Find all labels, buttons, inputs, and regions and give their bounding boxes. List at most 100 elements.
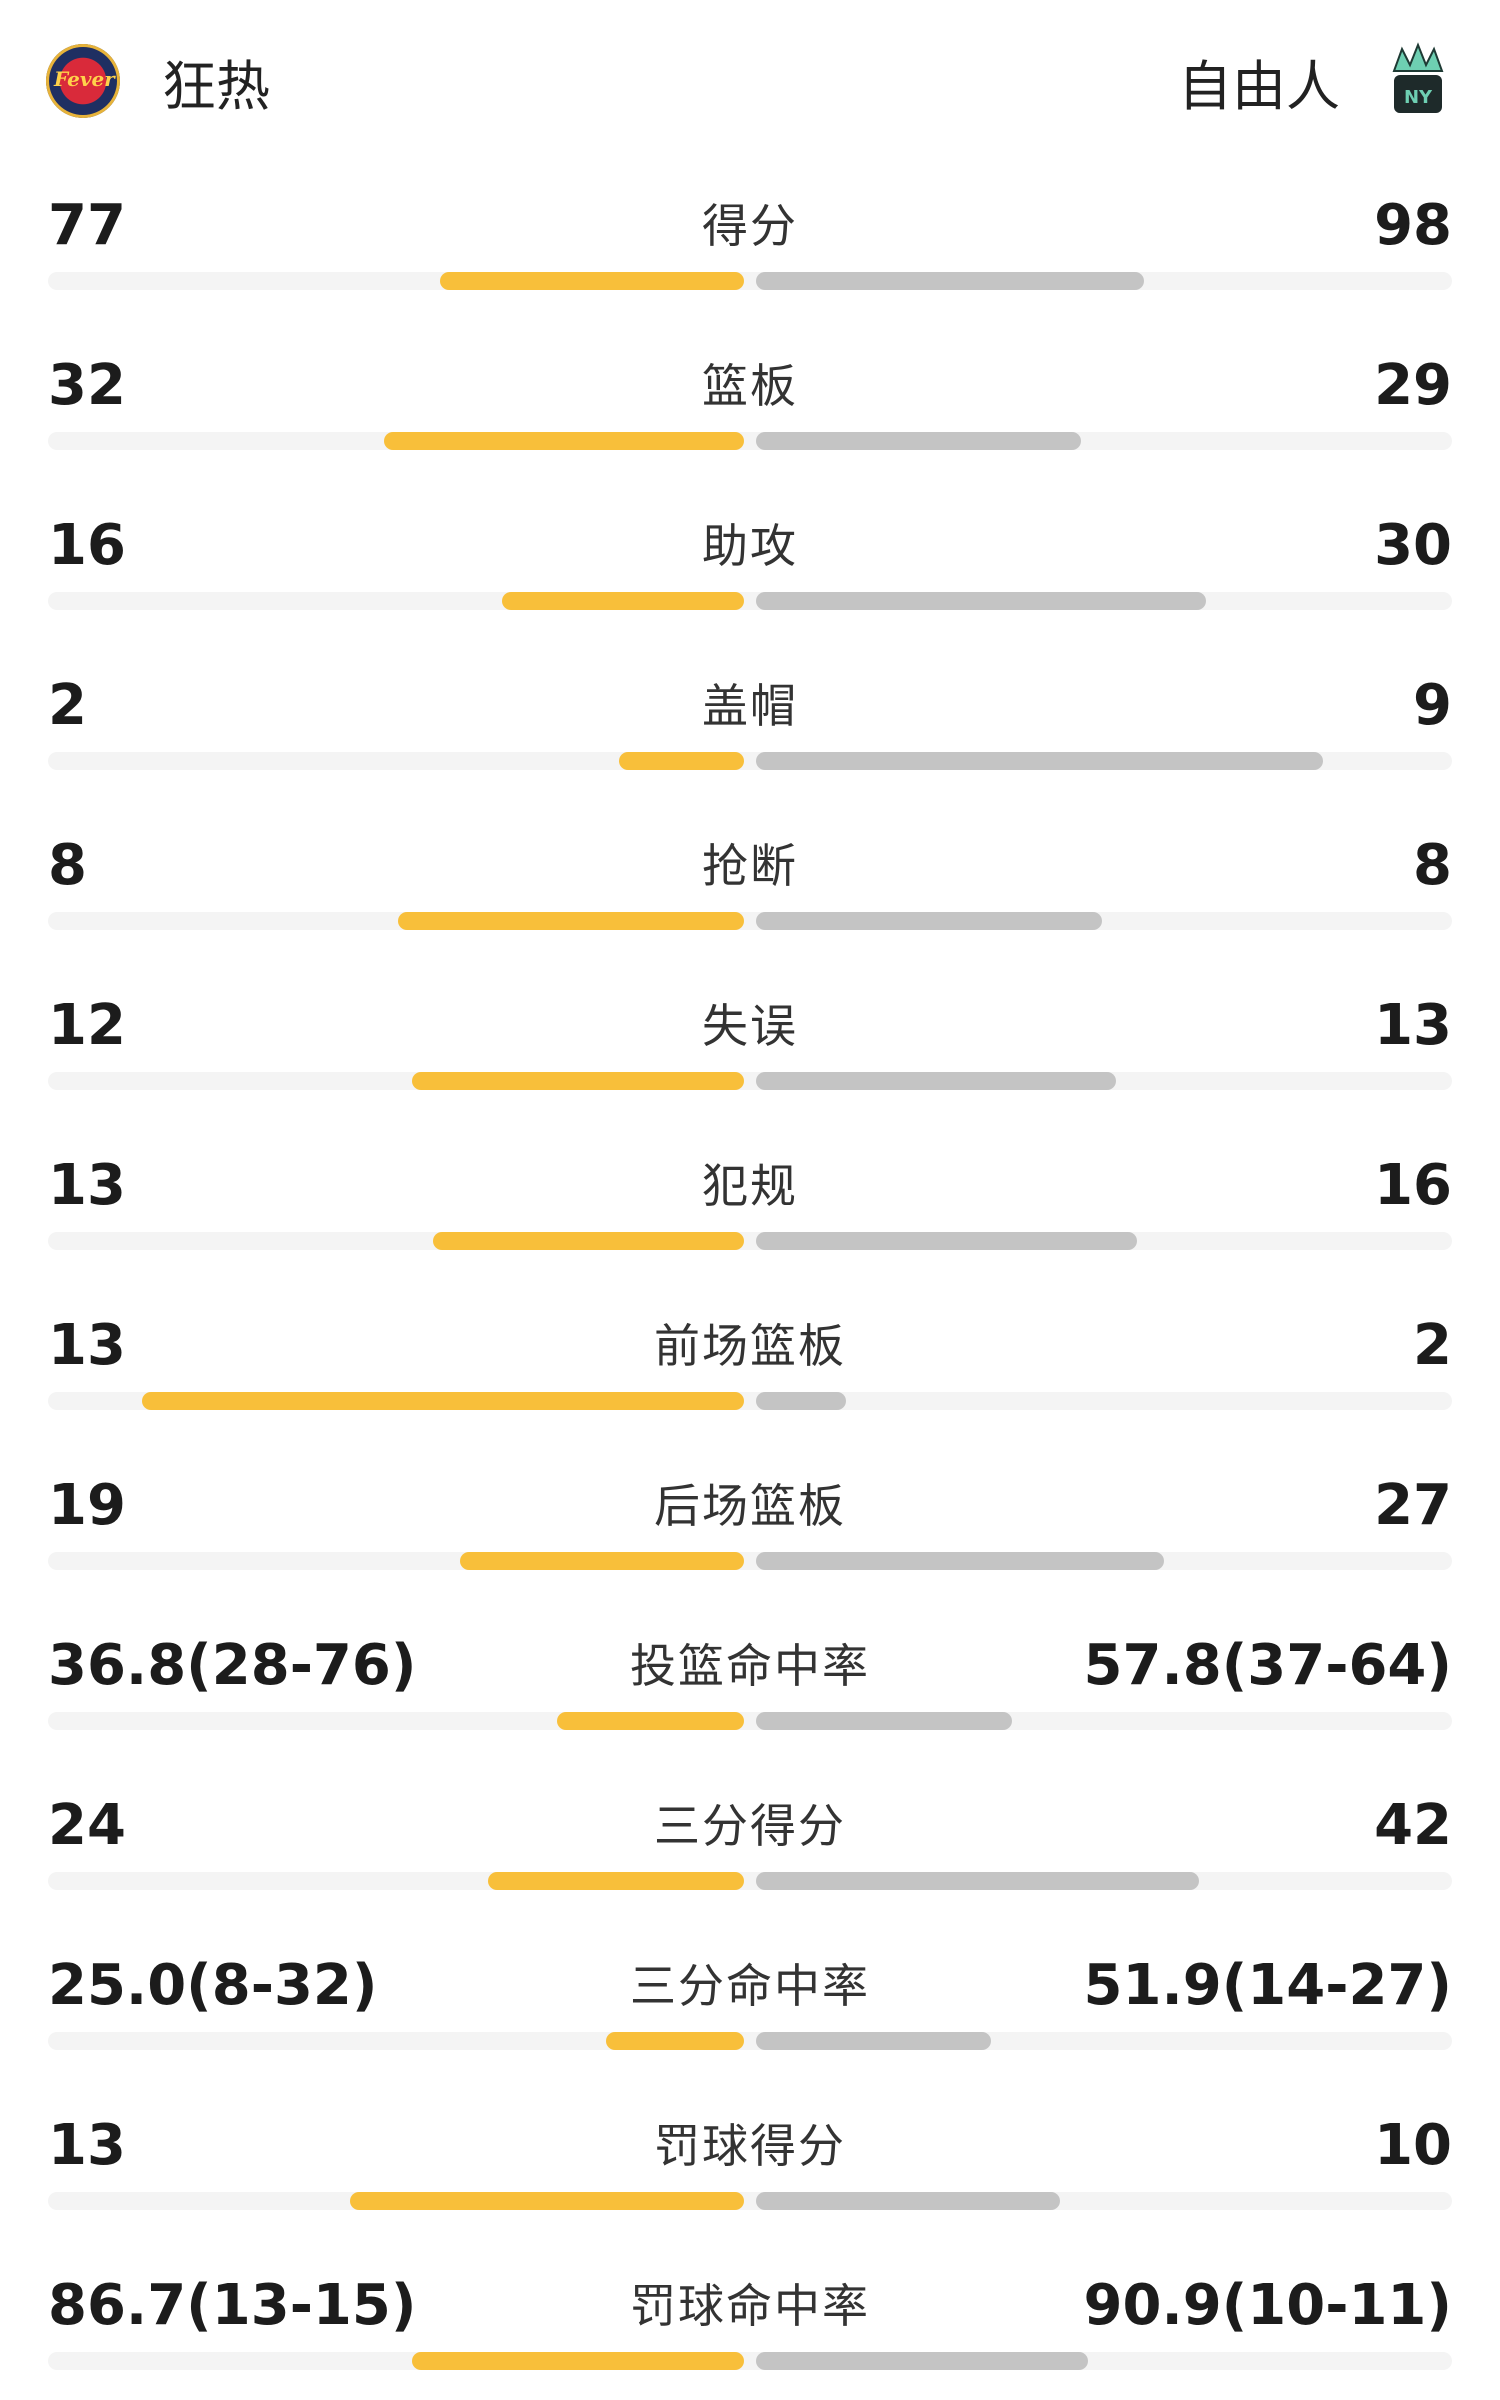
stat-left-value: 32	[48, 353, 126, 418]
stat-row: 77 得分 98	[0, 160, 1500, 320]
stat-bar-left	[606, 2032, 744, 2050]
stat-bar-right	[756, 2032, 991, 2050]
stat-left-value: 25.0(8-32)	[48, 1953, 378, 2018]
stat-row: 2 盖帽 9	[0, 640, 1500, 800]
stat-bar-left	[460, 1552, 744, 1570]
stat-track	[48, 1232, 1452, 1250]
stat-bar-right	[756, 1232, 1137, 1250]
stat-track	[48, 2192, 1452, 2210]
stat-bar-left	[557, 1712, 744, 1730]
stat-bar-right	[756, 1072, 1116, 1090]
stat-right-value: 27	[1374, 1473, 1452, 1538]
team-left[interactable]: Fever 狂热	[46, 36, 270, 126]
stat-label: 助攻	[702, 519, 798, 573]
stat-bar-left	[350, 2192, 744, 2210]
stat-track	[48, 1552, 1452, 1570]
stat-row: 86.7(13-15) 罚球命中率 90.9(10-11)	[0, 2240, 1500, 2400]
stat-bar-right	[756, 1712, 1012, 1730]
stat-track	[48, 2352, 1452, 2370]
stat-right-value: 98	[1374, 193, 1452, 258]
stat-track	[48, 432, 1452, 450]
stat-track	[48, 1712, 1452, 1730]
stat-row: 24 三分得分 42	[0, 1760, 1500, 1920]
stat-row: 25.0(8-32) 三分命中率 51.9(14-27)	[0, 1920, 1500, 2080]
stat-track	[48, 272, 1452, 290]
fever-logo-text: Fever	[54, 67, 115, 91]
stat-bar-left	[142, 1392, 744, 1410]
stat-right-value: 42	[1374, 1793, 1452, 1858]
team-right-name: 自由人	[1178, 54, 1340, 118]
stat-bar-right	[756, 272, 1144, 290]
stat-bar-right	[756, 752, 1323, 770]
stat-bar-right	[756, 2192, 1060, 2210]
stat-left-value: 2	[48, 673, 87, 738]
stat-row: 13 罚球得分 10	[0, 2080, 1500, 2240]
stat-left-value: 16	[48, 513, 126, 578]
stat-row: 13 前场篮板 2	[0, 1280, 1500, 1440]
stat-row: 8 抢断 8	[0, 800, 1500, 960]
stat-bar-left	[384, 432, 744, 450]
liberty-logo-text: NY	[1404, 87, 1433, 108]
stat-right-value: 57.8(37-64)	[1083, 1633, 1452, 1698]
stat-left-value: 77	[48, 193, 126, 258]
stat-right-value: 13	[1374, 993, 1452, 1058]
stat-track	[48, 1072, 1452, 1090]
stat-left-value: 24	[48, 1793, 126, 1858]
stat-bar-right	[756, 912, 1102, 930]
stat-bar-left	[412, 2352, 744, 2370]
liberty-logo-icon: NY	[1392, 42, 1444, 113]
stat-track	[48, 2032, 1452, 2050]
stat-left-value: 13	[48, 1153, 126, 1218]
stat-bar-right	[756, 1872, 1199, 1890]
stat-label: 前场篮板	[654, 1319, 846, 1373]
stat-row: 13 犯规 16	[0, 1120, 1500, 1280]
stat-bar-right	[756, 592, 1206, 610]
stat-right-value: 90.9(10-11)	[1083, 2273, 1452, 2338]
stat-bar-left	[502, 592, 744, 610]
stat-label: 三分得分	[654, 1799, 846, 1853]
stat-label: 三分命中率	[630, 1959, 870, 2013]
stat-label: 后场篮板	[654, 1479, 846, 1533]
stat-left-value: 8	[48, 833, 87, 898]
stat-bar-right	[756, 1552, 1164, 1570]
stat-label: 失误	[702, 999, 798, 1053]
stat-bar-right	[756, 2352, 1088, 2370]
team-header: Fever 狂热 自由人 NY	[0, 0, 1500, 160]
stat-right-value: 2	[1413, 1313, 1452, 1378]
stat-label: 篮板	[702, 359, 798, 413]
stat-label: 罚球得分	[654, 2119, 846, 2173]
stat-left-value: 13	[48, 2113, 126, 2178]
stat-row: 32 篮板 29	[0, 320, 1500, 480]
stat-left-value: 19	[48, 1473, 126, 1538]
stat-track	[48, 912, 1452, 930]
stat-label: 得分	[702, 199, 798, 253]
stat-left-value: 36.8(28-76)	[48, 1633, 417, 1698]
stat-bar-left	[433, 1232, 744, 1250]
stat-right-value: 30	[1374, 513, 1452, 578]
fever-logo-icon: Fever	[46, 44, 120, 118]
team-left-name: 狂热	[162, 54, 270, 118]
stat-label: 投篮命中率	[630, 1639, 870, 1693]
stat-label: 罚球命中率	[630, 2279, 870, 2333]
stat-right-value: 8	[1413, 833, 1452, 898]
stat-right-value: 16	[1374, 1153, 1452, 1218]
stat-label: 犯规	[702, 1159, 798, 1213]
stat-row: 36.8(28-76) 投篮命中率 57.8(37-64)	[0, 1600, 1500, 1760]
stat-bar-left	[440, 272, 744, 290]
stats-list: 77 得分 98 32 篮板 29 16 助攻 30 2 盖帽 9	[0, 160, 1500, 2400]
stat-track	[48, 592, 1452, 610]
stat-bar-right	[756, 432, 1081, 450]
stat-bar-left	[488, 1872, 744, 1890]
team-right[interactable]: 自由人 NY	[1178, 36, 1454, 126]
stat-left-value: 13	[48, 1313, 126, 1378]
stat-track	[48, 1872, 1452, 1890]
stat-left-value: 86.7(13-15)	[48, 2273, 417, 2338]
stat-row: 16 助攻 30	[0, 480, 1500, 640]
stat-bar-left	[398, 912, 744, 930]
stat-label: 抢断	[702, 839, 798, 893]
stat-row: 19 后场篮板 27	[0, 1440, 1500, 1600]
stat-bar-left	[619, 752, 744, 770]
stat-left-value: 12	[48, 993, 126, 1058]
stat-label: 盖帽	[702, 679, 798, 733]
stat-right-value: 9	[1413, 673, 1452, 738]
